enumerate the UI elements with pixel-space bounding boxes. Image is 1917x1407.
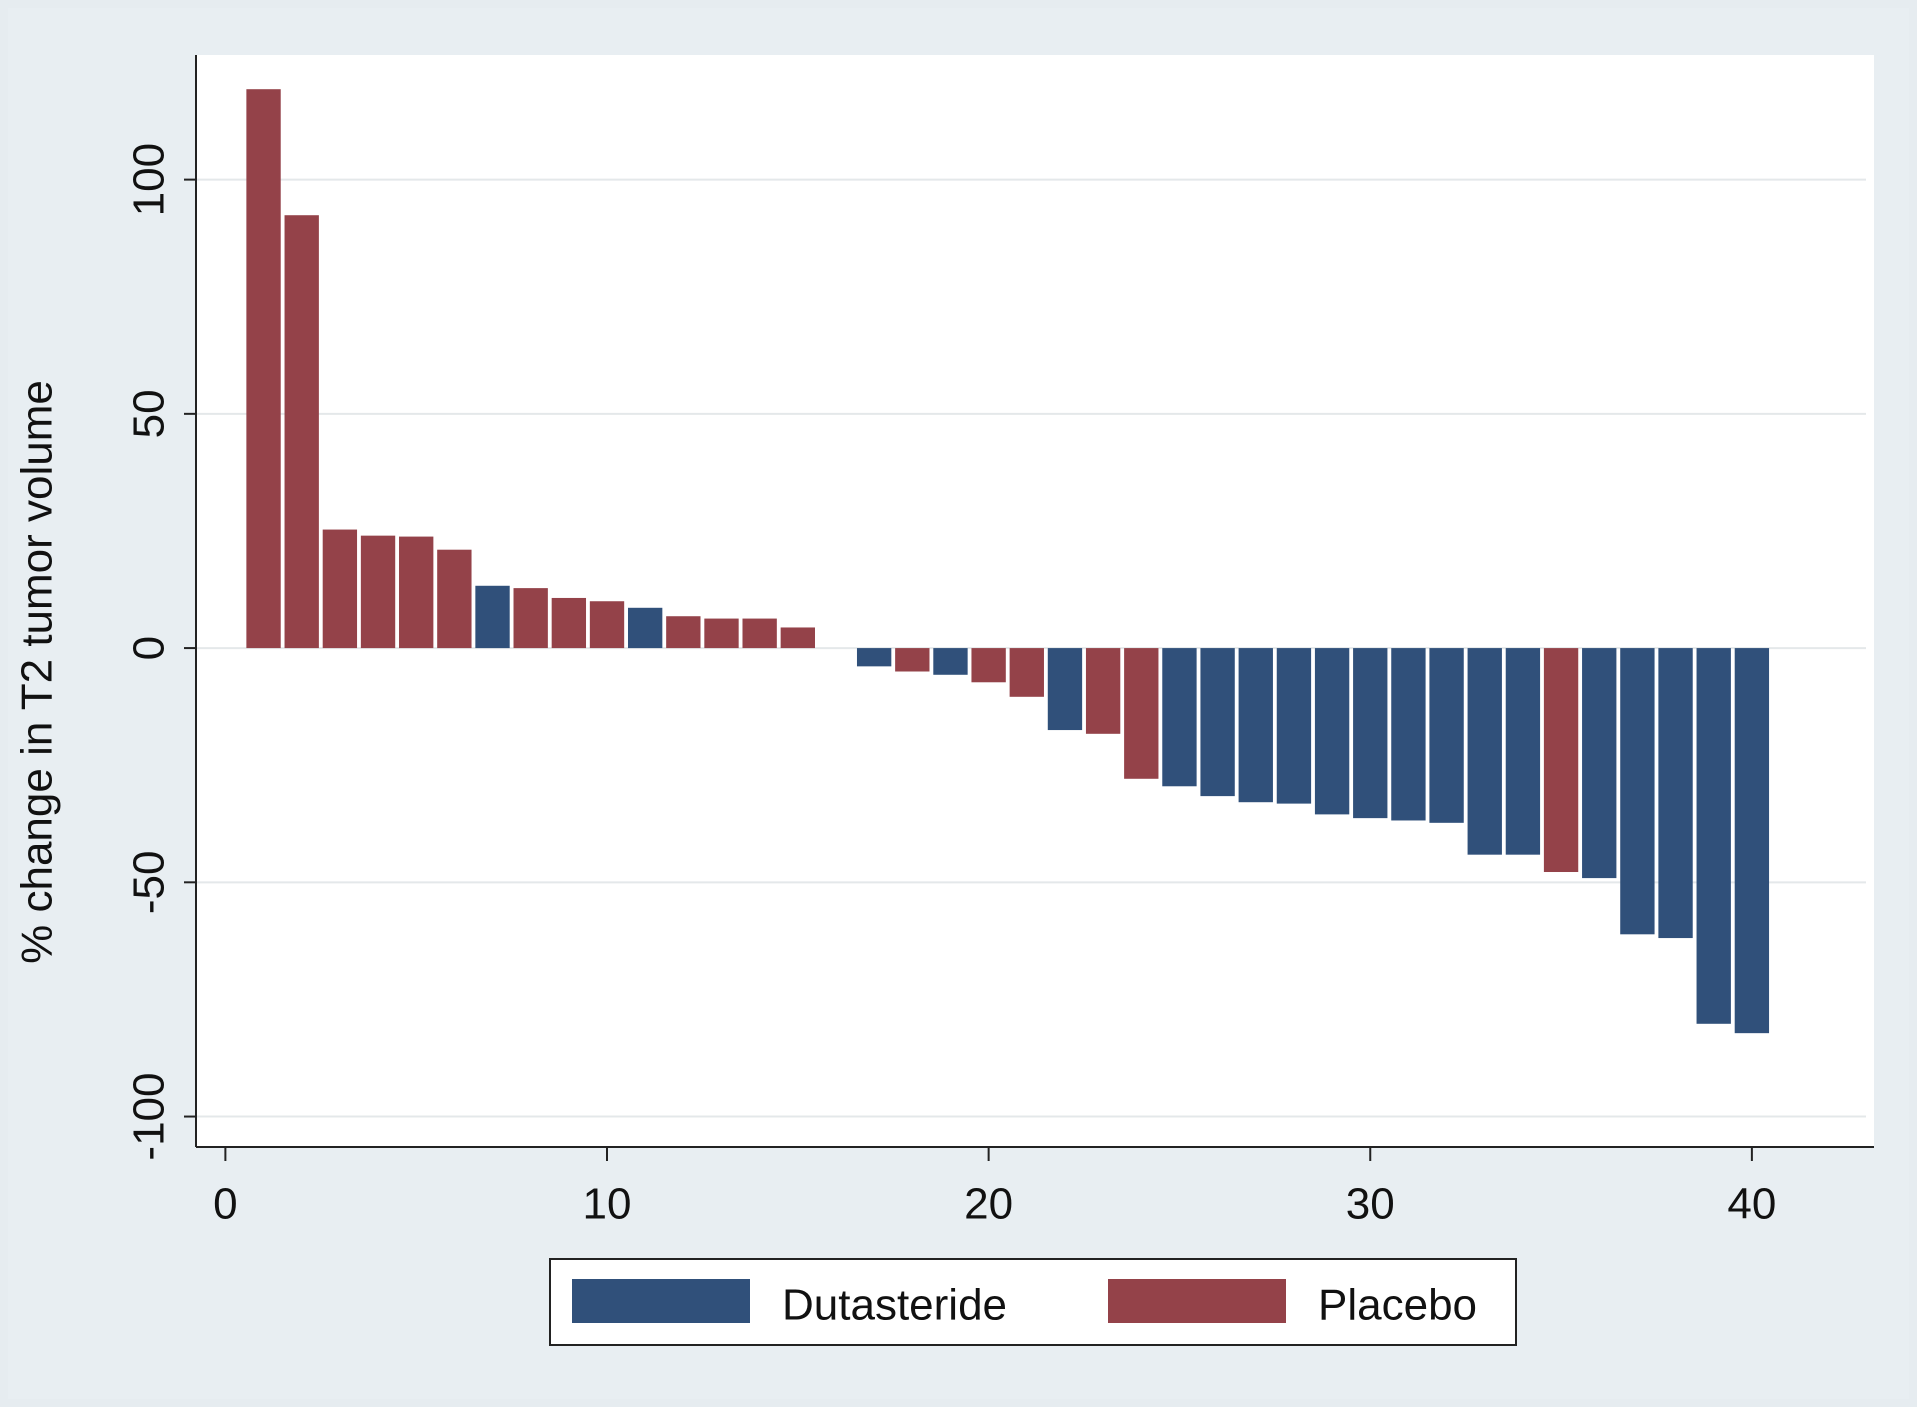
bar xyxy=(856,648,892,667)
bar xyxy=(360,535,396,649)
bar xyxy=(742,618,777,649)
bar xyxy=(551,597,587,649)
bar xyxy=(246,89,281,649)
bar xyxy=(1582,648,1617,879)
legend-swatch xyxy=(572,1279,750,1323)
y-tick-label: -100 xyxy=(125,1073,174,1161)
bar xyxy=(437,549,472,649)
bar xyxy=(1314,648,1350,815)
bar xyxy=(1200,648,1235,797)
x-tick-label: 40 xyxy=(1727,1180,1776,1229)
legend-swatch xyxy=(1108,1279,1286,1323)
x-tick-label: 30 xyxy=(1346,1180,1395,1229)
bar xyxy=(1429,648,1464,823)
legend: Dutasteride Placebo xyxy=(549,1258,1517,1346)
bar xyxy=(1734,648,1770,1034)
bar xyxy=(1467,648,1502,855)
y-tick-label: 100 xyxy=(125,143,174,216)
bar xyxy=(284,215,319,649)
bar xyxy=(322,529,358,649)
bar xyxy=(399,536,434,649)
x-tick-label: 10 xyxy=(583,1180,632,1229)
bar xyxy=(1543,648,1579,873)
bar xyxy=(1353,648,1388,819)
bar xyxy=(627,607,663,649)
bar xyxy=(895,648,930,672)
legend-label: Placebo xyxy=(1318,1281,1477,1330)
bar xyxy=(589,601,625,649)
bar xyxy=(1276,648,1312,804)
bar xyxy=(1505,648,1541,855)
bar xyxy=(1620,648,1655,935)
y-tick-label: 0 xyxy=(125,636,174,660)
bar xyxy=(1009,648,1044,697)
x-tick-label: 0 xyxy=(213,1180,237,1229)
bar xyxy=(704,618,739,649)
y-tick-label: -50 xyxy=(125,851,174,915)
bar xyxy=(1124,648,1159,779)
bar xyxy=(1696,648,1731,1024)
bar xyxy=(971,648,1006,683)
bar xyxy=(1047,648,1083,731)
bar xyxy=(666,616,701,649)
bar xyxy=(933,648,968,675)
bar xyxy=(513,588,548,649)
y-axis-title: % change in T2 tumor volume xyxy=(13,380,62,964)
y-tick-label: 50 xyxy=(125,389,174,438)
bar xyxy=(1658,648,1693,939)
bar xyxy=(1238,648,1273,803)
bar xyxy=(475,585,510,649)
bar xyxy=(1085,648,1121,734)
x-tick-label: 20 xyxy=(964,1180,1013,1229)
bar xyxy=(1391,648,1426,821)
bar xyxy=(1162,648,1197,787)
bar xyxy=(780,627,815,649)
legend-label: Dutasteride xyxy=(782,1281,1007,1330)
